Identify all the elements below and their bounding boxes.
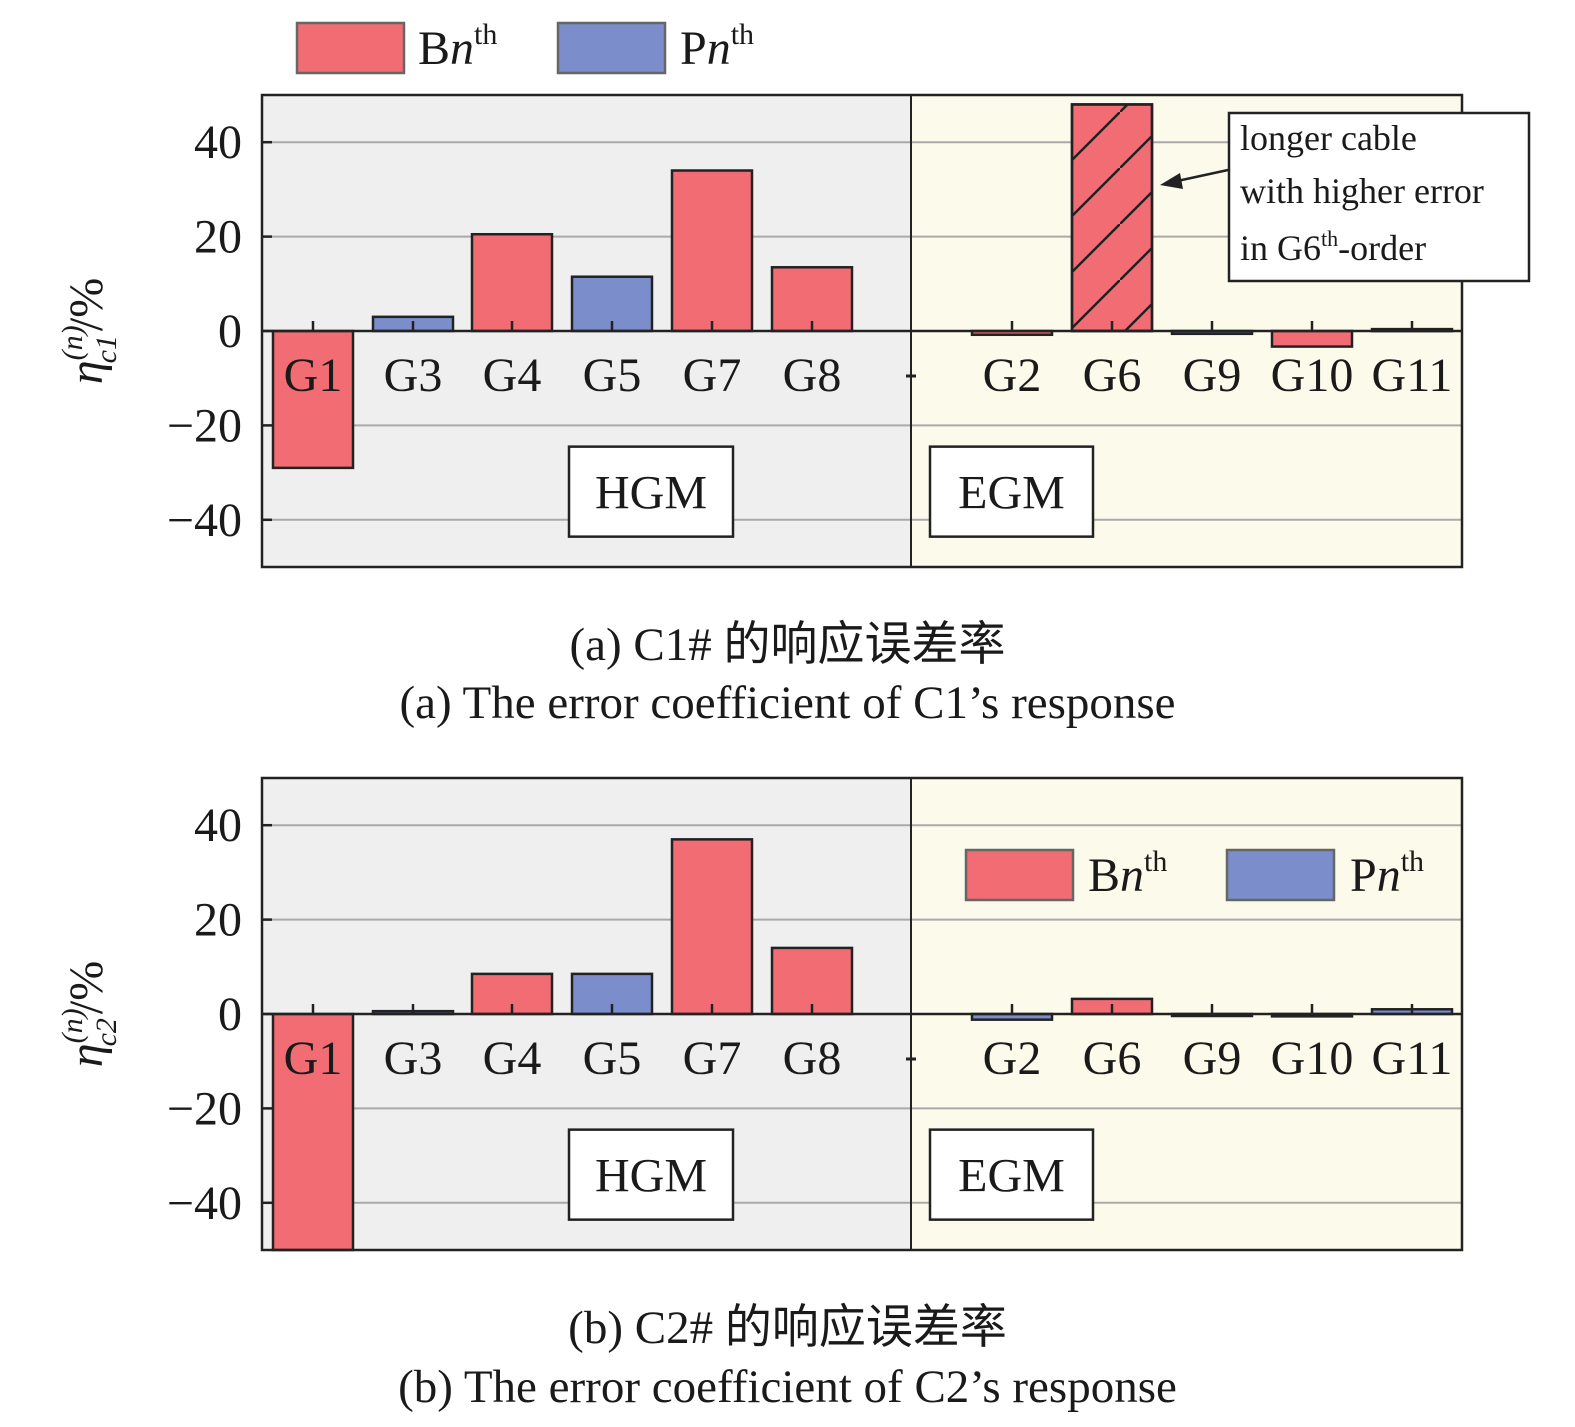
panel-a-annotation-line-3: in G6th-order [1240, 226, 1426, 268]
panel-b-x-tick-label-g10: G10 [1271, 1032, 1354, 1085]
panel-b-caption-english: (b) The error coefficient of C2’s respon… [398, 1361, 1177, 1413]
panel-a-x-tick-label-g10: G10 [1271, 349, 1354, 402]
panel-a-x-tick-label-g7: G7 [683, 349, 742, 402]
panel-b-chart: G1 G3 G4 G5 G7 G8 G2 G6 G9 G10 G11 40 20 0 −20 −40 η(n)c… [56, 776, 1464, 1252]
panel-b-y-tick-label: 40 [194, 799, 242, 852]
panel-a-x-tick-label-g11: G11 [1372, 349, 1453, 402]
panel-a-annotation-line-1: longer cable [1240, 118, 1417, 158]
panel-b-legend-swatch-p [1225, 848, 1336, 902]
panel-a-x-tick-label-g8: G8 [783, 349, 842, 402]
panel-a-x-tick-label-g5: G5 [583, 349, 642, 402]
panel-b-x-tick-label-g9: G9 [1183, 1032, 1242, 1085]
panel-b-x-tick-label-g1: G1 [284, 1032, 343, 1085]
panel-b-x-tick-label-g2: G2 [983, 1032, 1042, 1085]
panel-a-group-label-egm: EGM [958, 467, 1065, 520]
panel-b-group-box-hgm [567, 1128, 735, 1221]
panel-a-x-tick-label-g9: G9 [1183, 349, 1242, 402]
panel-a-x-tick-label-g4: G4 [483, 349, 542, 402]
panel-b-x-tick-label-g6: G6 [1083, 1032, 1142, 1085]
panel-a-y-tick-label: −40 [167, 494, 242, 547]
panel-a-bar-g7 [670, 169, 754, 333]
panel-b-y-tick-label: −40 [167, 1177, 242, 1230]
panel-b-x-tick-label-g5: G5 [583, 1032, 642, 1085]
panel-b-legend-swatch-b [964, 848, 1075, 902]
panel-b-legend-label-b: Bnth [1088, 845, 1167, 902]
panel-b-y-axis-label: η(n)c2/% [56, 961, 123, 1067]
panel-b-y-tick-label: −20 [167, 1082, 242, 1135]
panel-b-x-tick-label-g4: G4 [483, 1032, 542, 1085]
panel-a-y-tick-label: 0 [218, 305, 242, 358]
panel-a-chart: G1 G3 G4 G5 G7 G8 G2 G6 G9 G10 G11 40 20 0 −20 −40 η(n)c… [56, 18, 1531, 569]
panel-b-y-tick-label: 0 [218, 988, 242, 1041]
panel-a-y-axis-label: η(n)c1/% [56, 278, 123, 384]
panel-a-bar-g4 [470, 232, 554, 333]
panel-b-x-tick-label-g3: G3 [384, 1032, 443, 1085]
panel-b-y-tick-label: 20 [194, 894, 242, 947]
panel-b-group-label-hgm: HGM [595, 1150, 707, 1203]
panel-b-legend-label-p: Pnth [1350, 845, 1424, 902]
panel-b-bar-g1 [271, 1012, 355, 1252]
panel-b-x-tick-label-g7: G7 [683, 1032, 742, 1085]
panel-b-bar-g8 [770, 946, 854, 1016]
panel-b-bar-g7 [670, 838, 754, 1016]
panel-b-x-tick-label-g8: G8 [783, 1032, 842, 1085]
panel-a-y-tick-label: 40 [194, 116, 242, 169]
panel-a-legend-label-p: Pnth [680, 18, 754, 75]
panel-a-x-tick-label-g6: G6 [1083, 349, 1142, 402]
panel-a-legend-swatch-p [556, 21, 667, 75]
panel-a-group-box-egm [928, 445, 1095, 538]
panel-a-bar-g10 [1270, 329, 1354, 348]
panel-a-bar-g8 [770, 266, 854, 333]
panel-b-caption-chinese: (b) C2# 的响应误差率 [568, 1302, 1007, 1354]
panel-a-annotation-box [1227, 111, 1531, 283]
panel-a-caption-english: (a) The error coefficient of C1’s respon… [399, 677, 1176, 729]
panel-b-x-tick-label-g11: G11 [1372, 1032, 1453, 1085]
panel-a-group-label-hgm: HGM [595, 467, 707, 520]
panel-a-annotation-arrowhead [1160, 173, 1183, 189]
panel-a-y-tick-label: 20 [194, 211, 242, 264]
panel-b-bar-g5 [570, 972, 654, 1016]
panel-a-group-box-hgm [567, 445, 735, 538]
panel-a-x-tick-label-g1: G1 [284, 349, 343, 402]
panel-a-legend-label-b: Bnth [418, 18, 497, 75]
panel-a-y-tick-label: −20 [167, 399, 242, 452]
panel-a-caption-chinese: (a) C1# 的响应误差率 [569, 619, 1006, 671]
panel-a-bar-hatch-g6 [1070, 103, 1154, 333]
panel-b-group-label-egm: EGM [958, 1150, 1065, 1203]
panel-a-annotation-line-2: with higher error [1240, 171, 1484, 211]
panel-b-group-box-egm [928, 1128, 1095, 1221]
panel-a-legend-swatch-b [295, 21, 406, 75]
panel-a-x-tick-label-g3: G3 [384, 349, 443, 402]
panel-a-x-tick-label-g2: G2 [983, 349, 1042, 402]
